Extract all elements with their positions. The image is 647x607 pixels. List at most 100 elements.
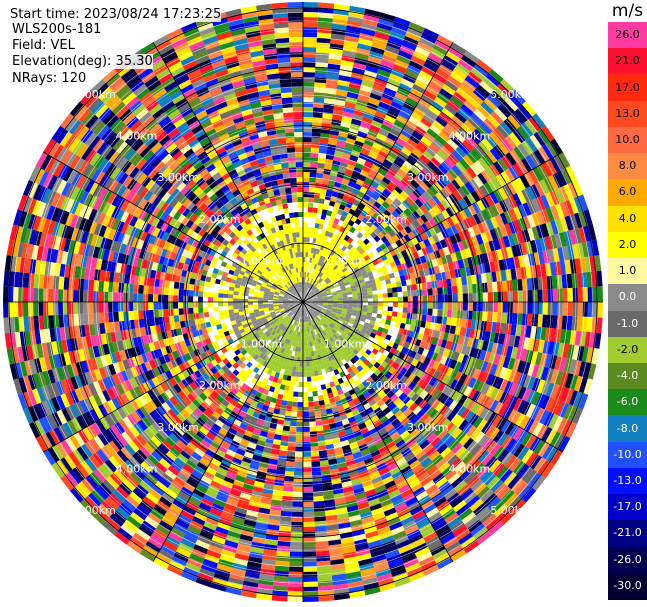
range-gate-cell xyxy=(362,18,379,27)
range-gate-cell xyxy=(351,187,360,196)
range-gate-cell xyxy=(551,275,558,289)
range-gate-cell xyxy=(428,142,441,154)
range-gate-cell xyxy=(451,317,458,327)
range-gate-cell xyxy=(335,176,344,184)
range-gate-cell xyxy=(338,281,345,286)
range-gate-cell xyxy=(510,245,519,258)
range-gate-cell xyxy=(385,184,395,194)
range-gate-cell xyxy=(283,390,289,396)
range-gate-cell xyxy=(396,264,403,272)
range-gate-cell xyxy=(537,146,550,162)
range-gate-cell xyxy=(440,145,452,158)
range-gate-cell xyxy=(358,202,366,210)
range-gate-cell xyxy=(351,255,358,262)
range-gate-cell xyxy=(303,257,306,263)
range-gate-cell xyxy=(432,294,438,302)
range-gate-cell xyxy=(442,294,448,302)
range-gate-cell xyxy=(303,222,308,228)
range-gate-cell xyxy=(311,461,321,467)
range-gate-cell xyxy=(362,224,370,232)
range-gate-cell xyxy=(446,138,459,150)
range-gate-cell xyxy=(409,192,419,202)
range-gate-cell xyxy=(332,280,338,285)
range-gate-cell xyxy=(320,250,326,257)
range-gate-cell xyxy=(303,202,309,208)
range-gate-cell xyxy=(303,232,307,238)
range-gate-cell xyxy=(545,192,556,208)
range-gate-cell xyxy=(315,264,320,271)
range-gate-cell xyxy=(439,188,449,200)
range-gate-cell xyxy=(334,283,340,288)
range-gate-cell xyxy=(291,406,298,412)
range-gate-cell xyxy=(526,313,533,327)
range-gate-cell xyxy=(407,213,417,223)
range-gate-cell xyxy=(460,123,473,136)
range-gate-cell xyxy=(337,270,344,276)
range-gate-cell xyxy=(497,187,508,200)
range-gate-cell xyxy=(411,148,423,159)
range-gate-cell xyxy=(445,254,453,264)
range-gate-cell xyxy=(366,102,379,111)
range-gate-cell xyxy=(313,281,318,286)
range-gate-cell xyxy=(337,208,344,216)
range-gate-cell xyxy=(557,302,563,316)
range-gate-cell xyxy=(309,283,313,289)
range-gate-cell xyxy=(317,277,322,283)
range-gate-cell xyxy=(410,201,420,211)
range-gate-cell xyxy=(412,50,428,62)
range-gate-cell xyxy=(505,246,514,259)
range-gate-cell xyxy=(347,180,356,188)
range-gate-cell xyxy=(288,581,303,587)
range-gate-cell xyxy=(335,241,342,248)
range-gate-cell xyxy=(285,461,295,467)
range-gate-cell xyxy=(303,551,317,557)
range-gate-cell xyxy=(546,141,559,157)
range-gate-cell xyxy=(550,138,563,155)
range-gate-cell xyxy=(318,450,328,457)
range-gate-cell xyxy=(341,239,348,246)
range-gate-cell xyxy=(373,235,381,243)
range-gate-cell xyxy=(392,21,409,32)
range-gate-cell xyxy=(382,297,388,302)
range-gate-cell xyxy=(545,207,556,222)
range-gate-cell xyxy=(323,168,332,175)
range-gate-cell xyxy=(435,134,447,146)
range-gate-cell xyxy=(334,266,341,272)
range-gate-cell xyxy=(494,214,504,227)
range-gate-cell xyxy=(314,253,319,260)
range-gate-cell xyxy=(323,235,329,242)
range-gate-cell xyxy=(514,107,529,123)
range-gate-cell xyxy=(290,411,298,417)
range-gate-cell xyxy=(333,217,340,225)
range-gate-cell xyxy=(428,267,436,275)
range-gate-cell xyxy=(366,241,373,249)
range-gate-cell xyxy=(347,15,364,24)
range-gate-cell xyxy=(313,263,318,270)
range-gate-cell xyxy=(476,222,486,234)
range-gate-cell xyxy=(391,234,400,243)
range-gate-cell xyxy=(305,292,308,298)
range-gate-cell xyxy=(476,211,486,223)
range-gate-cell xyxy=(583,209,593,226)
range-gate-cell xyxy=(394,16,411,27)
range-gate-cell xyxy=(402,291,408,297)
range-gate-cell xyxy=(452,67,468,80)
range-gate-cell xyxy=(325,288,331,292)
range-gate-cell xyxy=(398,151,409,161)
range-gate-cell xyxy=(376,267,383,274)
range-gate-cell xyxy=(556,170,568,187)
range-gate-cell xyxy=(491,176,503,190)
range-gate-cell xyxy=(478,243,487,255)
range-gate-cell xyxy=(416,225,425,235)
range-gate-cell xyxy=(304,282,307,288)
range-gate-cell xyxy=(420,32,437,44)
range-gate-cell xyxy=(307,252,311,258)
range-gate-cell xyxy=(310,291,315,296)
range-gate-cell xyxy=(397,181,407,191)
range-gate-cell xyxy=(403,208,412,218)
range-gate-cell xyxy=(280,510,293,517)
range-gate-cell xyxy=(485,72,501,87)
range-gate-cell xyxy=(346,91,359,100)
range-gate-cell xyxy=(399,274,406,282)
range-gate-cell xyxy=(359,257,366,264)
